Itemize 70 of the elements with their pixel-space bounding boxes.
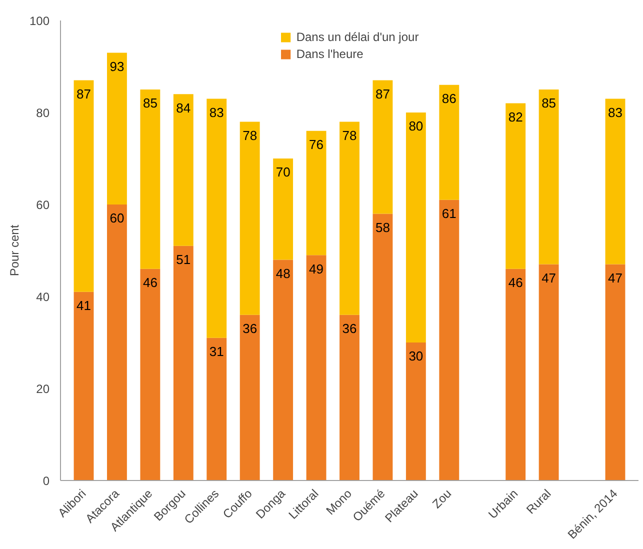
total-label: 78 xyxy=(242,128,258,143)
data-label: 49 xyxy=(309,261,324,276)
total-label: 85 xyxy=(542,96,556,111)
bar xyxy=(273,260,294,480)
total-label: 76 xyxy=(309,137,324,152)
data-label: 46 xyxy=(142,275,158,290)
total-label: 83 xyxy=(608,104,622,120)
data-label: 36 xyxy=(342,321,357,336)
y-tick-label: 20 xyxy=(36,382,50,396)
data-label: 41 xyxy=(76,298,91,314)
bar xyxy=(538,90,559,264)
y-tick-label: 80 xyxy=(36,106,50,120)
total-label: 78 xyxy=(342,128,357,143)
total-label: 80 xyxy=(408,118,424,134)
bar xyxy=(340,314,360,480)
bar xyxy=(107,204,127,480)
data-label: 36 xyxy=(242,321,258,336)
y-tick-label: 40 xyxy=(36,290,50,304)
bar xyxy=(173,94,194,246)
total-label: 82 xyxy=(508,110,523,124)
bar xyxy=(439,84,460,200)
bar xyxy=(206,338,227,480)
data-label: 60 xyxy=(110,210,124,226)
bar xyxy=(340,122,360,315)
legend-label: Dans un délai d'un jour xyxy=(296,30,419,44)
legend-label: Dans l'heure xyxy=(296,47,364,61)
bar xyxy=(306,255,326,480)
x-tick-label: Zou xyxy=(430,486,454,512)
data-label: 47 xyxy=(542,270,556,286)
bar xyxy=(439,200,460,480)
bar xyxy=(538,264,559,480)
bar xyxy=(372,214,393,480)
bar xyxy=(306,130,326,256)
bar xyxy=(506,103,526,269)
bar xyxy=(140,268,160,480)
bar xyxy=(206,98,227,338)
data-label: 47 xyxy=(608,270,622,286)
data-label: 51 xyxy=(176,252,191,268)
data-label: 58 xyxy=(375,220,390,235)
bar xyxy=(107,52,127,204)
bar xyxy=(406,112,426,342)
total-label: 86 xyxy=(442,91,456,106)
y-axis-title: Pour cent xyxy=(7,224,22,276)
bar xyxy=(605,98,626,264)
bar xyxy=(273,158,294,260)
total-label: 84 xyxy=(176,100,191,116)
data-label: 48 xyxy=(276,266,290,281)
bar xyxy=(74,292,94,480)
y-tick-label: 0 xyxy=(42,474,50,488)
bar xyxy=(240,314,260,480)
bar xyxy=(140,90,160,269)
total-label: 70 xyxy=(276,164,290,180)
total-label: 87 xyxy=(375,86,390,102)
total-label: 93 xyxy=(110,58,124,74)
data-label: 31 xyxy=(209,344,224,360)
total-label: 85 xyxy=(142,96,158,111)
bar xyxy=(240,122,260,315)
total-label: 83 xyxy=(209,104,224,120)
data-label: 61 xyxy=(442,206,456,222)
data-label: 30 xyxy=(408,348,424,364)
bar xyxy=(406,342,426,480)
bar xyxy=(506,268,526,480)
bar xyxy=(74,80,94,292)
bar xyxy=(605,264,626,480)
bar xyxy=(173,246,194,480)
bar xyxy=(372,80,393,214)
total-label: 87 xyxy=(76,86,91,102)
y-tick-label: 100 xyxy=(29,14,50,28)
y-tick-label: 60 xyxy=(36,198,50,212)
data-label: 46 xyxy=(508,275,523,290)
